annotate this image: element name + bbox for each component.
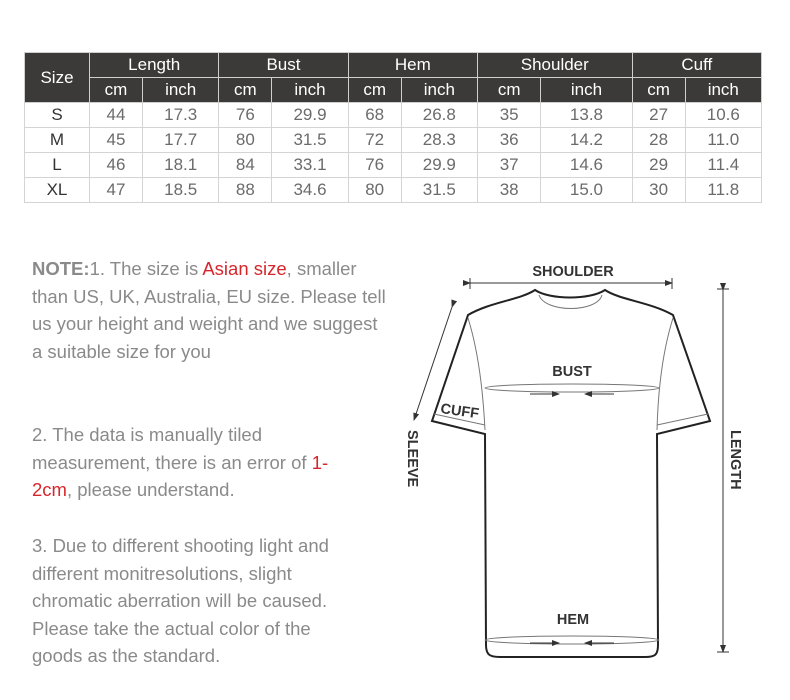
note-highlight: Asian size: [202, 258, 287, 279]
value-cell: 28: [631, 127, 686, 153]
unit-header: cm: [631, 77, 686, 103]
note-text: , please understand.: [66, 479, 235, 501]
value-cell: 36: [476, 127, 542, 153]
cuff-label: CUFF: [439, 401, 480, 422]
table-row: M 45 17.7 80 31.5 72 28.3 36 14.2 28 11.0: [24, 127, 763, 153]
note-highlight: 1-2cm: [32, 451, 329, 501]
value-cell: 88: [218, 177, 273, 203]
note-3: 3. Due to different shooting light and d…: [32, 535, 329, 667]
note-label: NOTE:: [32, 258, 90, 279]
table-row: XL 47 18.5 88 34.6 80 31.5 38 15.0 30 11.8: [24, 177, 763, 203]
tshirt-outline: [430, 288, 712, 658]
note-text: , smaller than US, UK, Australia, EU siz…: [32, 258, 386, 362]
length-label: LENGTH: [727, 430, 743, 490]
table-row: L 46 18.1 84 33.1 76 29.9 37 14.6 29 11.4: [24, 152, 763, 178]
sleeve-arrow: [413, 299, 458, 421]
value-cell: 31.5: [400, 177, 478, 203]
value-cell: 10.6: [684, 102, 763, 128]
value-cell: 72: [347, 127, 402, 153]
note-text: 1. The size is: [89, 258, 203, 279]
value-cell: 18.1: [141, 152, 220, 178]
note-2: 2. The data is manually tiled measuremen…: [32, 421, 332, 504]
unit-header: cm: [476, 77, 542, 103]
size-header: Size: [24, 52, 90, 103]
sleeve-label: SLEEVE: [404, 430, 420, 488]
note-1: NOTE:1. The size is Asian size, smaller …: [32, 255, 392, 365]
size-cell: XL: [24, 177, 90, 203]
value-cell: 80: [347, 177, 402, 203]
group-header: Hem: [347, 52, 478, 78]
value-cell: 17.3: [141, 102, 220, 128]
value-cell: 31.5: [271, 127, 349, 153]
unit-header: cm: [347, 77, 402, 103]
size-cell: M: [24, 127, 90, 153]
group-header: Shoulder: [476, 52, 633, 78]
unit-header: inch: [684, 77, 763, 103]
shoulder-label: SHOULDER: [532, 264, 614, 280]
unit-header: cm: [89, 77, 143, 103]
value-cell: 28.3: [400, 127, 478, 153]
unit-header: cm: [218, 77, 273, 103]
unit-header: inch: [141, 77, 220, 103]
value-cell: 29.9: [400, 152, 478, 178]
value-cell: 30: [631, 177, 686, 203]
value-cell: 29.9: [271, 102, 349, 128]
unit-header: inch: [271, 77, 349, 103]
unit-header: inch: [540, 77, 633, 103]
value-cell: 11.0: [684, 127, 763, 153]
value-cell: 33.1: [271, 152, 349, 178]
value-cell: 17.7: [141, 127, 220, 153]
value-cell: 11.8: [684, 177, 763, 203]
value-cell: 34.6: [271, 177, 349, 203]
value-cell: 44: [89, 102, 143, 128]
bust-label: BUST: [552, 364, 592, 380]
size-table: Size Length Bust Hem Shoulder Cuff cm inc…: [24, 52, 763, 203]
value-cell: 14.2: [540, 127, 633, 153]
value-cell: 15.0: [540, 177, 633, 203]
value-cell: 11.4: [684, 152, 763, 178]
note-text: 2. The data is manually tiled measuremen…: [32, 424, 312, 473]
value-cell: 26.8: [400, 102, 478, 128]
value-cell: 38: [476, 177, 542, 203]
value-cell: 18.5: [141, 177, 220, 203]
value-cell: 37: [476, 152, 542, 178]
value-cell: 68: [347, 102, 402, 128]
value-cell: 29: [631, 152, 686, 178]
hem-label: HEM: [557, 612, 589, 628]
group-header: Cuff: [631, 52, 763, 78]
